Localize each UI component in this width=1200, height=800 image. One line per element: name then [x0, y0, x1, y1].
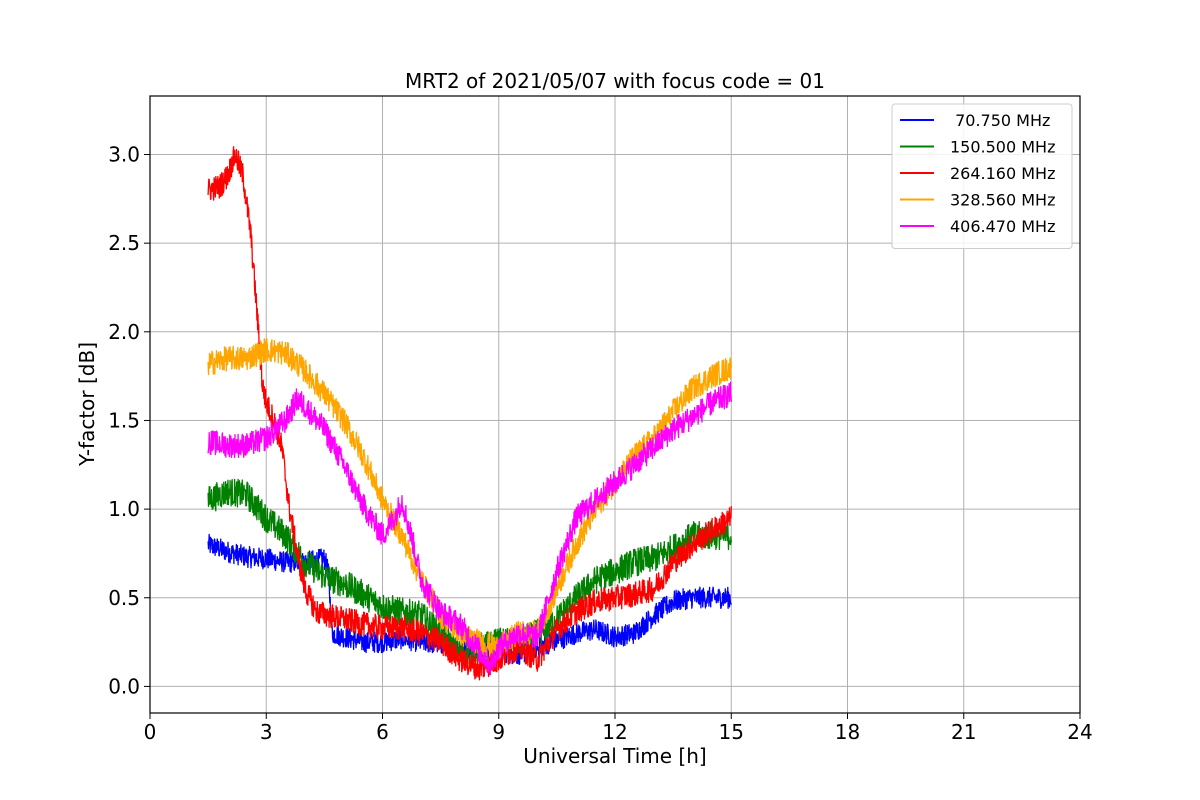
y-axis-label: Y-factor [dB] [75, 342, 99, 467]
chart-title: MRT2 of 2021/05/07 with focus code = 01 [405, 69, 825, 93]
x-tick-label: 21 [951, 720, 976, 744]
legend-label: 264.160 MHz [950, 164, 1055, 183]
legend-label: 150.500 MHz [950, 138, 1055, 157]
y-tick-label: 0.5 [108, 586, 140, 610]
x-tick-label: 0 [144, 720, 157, 744]
y-tick-label: 1.0 [108, 497, 140, 521]
y-tick-label: 2.5 [108, 231, 140, 255]
x-axis-label: Universal Time [h] [523, 744, 706, 768]
legend: 70.750 MHz 150.500 MHz 264.160 MHz 328.560 … [891, 103, 1073, 249]
series-line-4 [207, 381, 732, 676]
x-tick-label: 12 [602, 720, 627, 744]
x-tick-label: 18 [835, 720, 860, 744]
x-tick-label: 15 [719, 720, 744, 744]
series-line-2 [207, 146, 732, 681]
y-tick-label: 3.0 [108, 143, 140, 167]
x-tick-label: 9 [492, 720, 505, 744]
series-layer [207, 146, 732, 681]
y-tick-label: 1.5 [108, 408, 140, 432]
x-tick-label: 24 [1067, 720, 1092, 744]
legend-box [891, 103, 1073, 249]
x-tick-label: 6 [376, 720, 389, 744]
legend-label: 328.560 MHz [950, 191, 1055, 210]
y-tick-label: 0.0 [108, 674, 140, 698]
legend-label: 406.470 MHz [950, 217, 1055, 236]
ticks: 0 3 6 9 12 15 18 21 24 0.0 0.5 1.0 1.5 2.0 2.5 3.0 [108, 143, 1093, 744]
y-tick-label: 2.0 [108, 320, 140, 344]
legend-label: 70.750 MHz [950, 111, 1050, 130]
x-tick-label: 3 [260, 720, 273, 744]
